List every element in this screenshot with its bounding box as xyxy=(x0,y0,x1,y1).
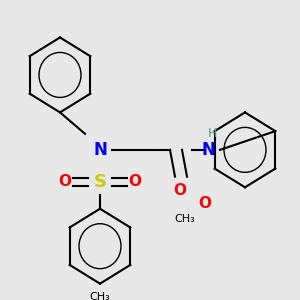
Text: N: N xyxy=(201,141,215,159)
Text: O: O xyxy=(199,196,212,211)
Text: O: O xyxy=(58,175,71,190)
Text: CH₃: CH₃ xyxy=(175,214,195,224)
Text: O: O xyxy=(173,183,187,198)
Text: CH₃: CH₃ xyxy=(90,292,110,300)
Text: N: N xyxy=(93,141,107,159)
Text: S: S xyxy=(94,173,106,191)
Text: H: H xyxy=(207,127,217,140)
Text: O: O xyxy=(128,175,142,190)
